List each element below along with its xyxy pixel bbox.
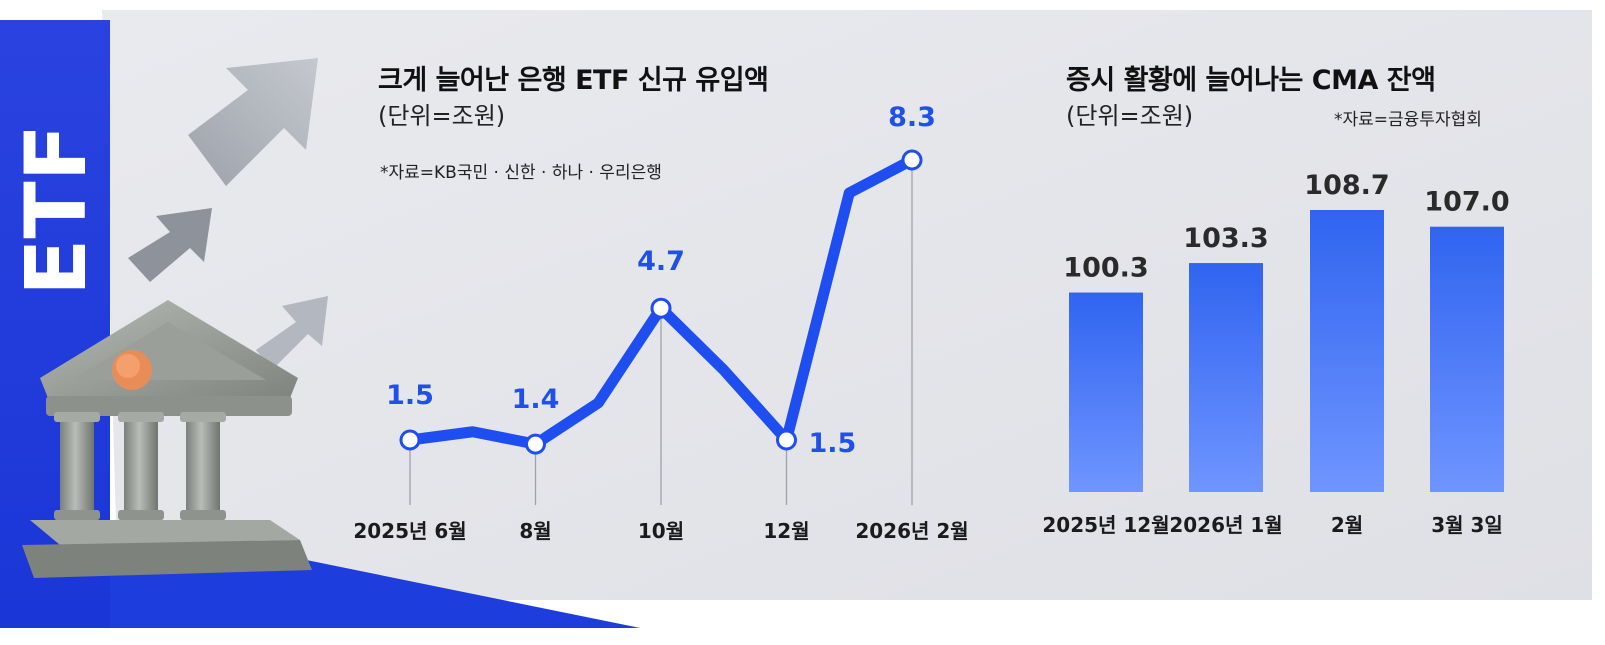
- line-chart-x-tick-label: 10월: [638, 519, 684, 543]
- arrow-up-right-icon: [256, 296, 328, 370]
- line-chart-point: [650, 297, 672, 319]
- bar-chart-value-label: 100.3: [1063, 253, 1148, 284]
- line-chart-unit: (단위=조원): [378, 102, 506, 130]
- line-chart-x-tick-label: 2026년 2월: [855, 519, 968, 543]
- line-chart-value-label: 1.5: [386, 380, 434, 411]
- bar-chart-value-label: 108.7: [1304, 170, 1389, 201]
- line-chart-value-label: 1.5: [809, 428, 857, 459]
- line-chart-point: [525, 433, 546, 455]
- bar-chart-value-label: 103.3: [1183, 223, 1268, 254]
- etf-side-label-box: ETF: [7, 124, 105, 296]
- bank-building-icon: [22, 300, 312, 578]
- line-chart-x-tick-label: 8월: [519, 519, 551, 543]
- bar-chart-category-label: 2026년 1월: [1169, 513, 1282, 537]
- bar-chart-title: 증시 활황에 늘어나는 CMA 잔액: [1066, 65, 1436, 96]
- bar-chart-bar: [1189, 263, 1263, 492]
- bar-chart-value-label: 107.0: [1424, 187, 1509, 218]
- arrow-up-right-icon: [188, 58, 318, 186]
- bar-chart-category-label: 2월: [1331, 513, 1363, 537]
- line-chart-point: [776, 429, 797, 451]
- bar-chart-unit: (단위=조원): [1066, 102, 1194, 130]
- bar-chart-category-label: 2025년 12월: [1042, 513, 1169, 537]
- line-chart-x-tick-label: 12월: [763, 519, 809, 543]
- arrow-up-right-icon: [128, 208, 212, 282]
- line-chart-value-label: 1.4: [512, 384, 560, 415]
- line-chart-value-label: 4.7: [637, 246, 685, 277]
- bar-chart-category-label: 3월 3일: [1431, 513, 1503, 537]
- line-chart-source: *자료=KB국민 · 신한 · 하나 · 우리은행: [380, 163, 662, 183]
- etf-side-label: ETF: [7, 124, 105, 296]
- line-chart-point: [901, 149, 923, 171]
- bar-chart-source: *자료=금융투자협회: [1334, 110, 1482, 130]
- line-chart-x-tick-label: 2025년 6월: [353, 519, 466, 543]
- line-chart-point: [399, 429, 421, 451]
- line-chart-title: 크게 늘어난 은행 ETF 신규 유입액: [378, 65, 769, 96]
- bar-chart-bar: [1069, 292, 1143, 492]
- bar-chart-bar: [1430, 226, 1504, 492]
- bar-chart-bar: [1310, 210, 1384, 492]
- line-chart-value-label: 8.3: [888, 102, 936, 133]
